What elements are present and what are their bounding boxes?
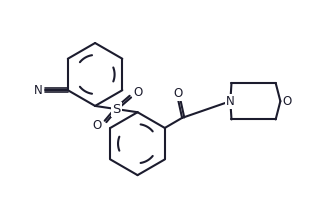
Text: O: O bbox=[174, 87, 183, 100]
Text: N: N bbox=[226, 95, 235, 108]
Text: N: N bbox=[34, 84, 43, 97]
Text: O: O bbox=[93, 119, 102, 132]
Text: O: O bbox=[283, 95, 292, 108]
Text: S: S bbox=[112, 103, 120, 116]
Text: O: O bbox=[134, 86, 143, 99]
